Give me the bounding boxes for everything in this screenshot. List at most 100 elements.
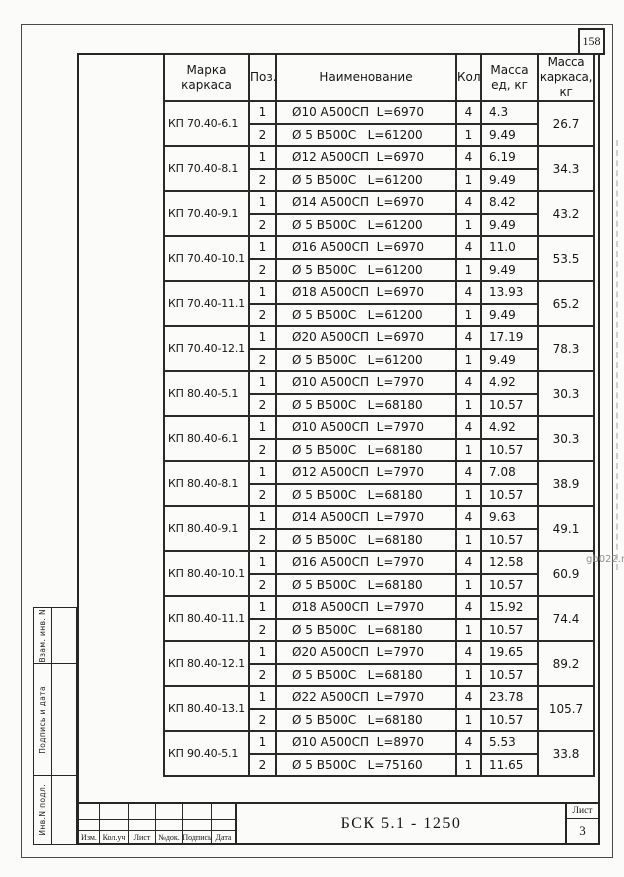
mark-cell: КП 70.40-8.1	[163, 145, 250, 192]
pos-cell: 2	[248, 707, 277, 732]
specification-table: Марка каркаса Поз. Наименование Кол. Мас…	[163, 53, 595, 777]
unit-mass-cell: 10.57	[480, 527, 539, 552]
unit-mass-cell: 10.57	[480, 617, 539, 642]
name-cell: Ø16 А500СП L=7970	[275, 550, 457, 575]
name-cell: Ø20 А500СП L=7970	[275, 640, 457, 665]
mark-cell: КП 80.40-5.1	[163, 370, 250, 417]
name-cell: Ø 5 В500С L=68180	[275, 437, 457, 462]
pos-cell: 2	[248, 662, 277, 687]
unit-mass-cell: 11.65	[480, 752, 539, 777]
name-cell: Ø14 А500СП L=7970	[275, 505, 457, 530]
rev-col-koluch: Кол.уч	[99, 830, 128, 843]
name-cell: Ø 5 В500С L=68180	[275, 662, 457, 687]
pos-cell: 1	[248, 235, 277, 260]
pos-cell: 1	[248, 550, 277, 575]
qty-cell: 4	[455, 460, 482, 485]
mark-cell: КП 80.40-10.1	[163, 550, 250, 597]
header-pos: Поз.	[248, 53, 277, 102]
title-block: Изм. Кол.уч Лист №док. Подпись Дата БСК …	[77, 802, 600, 845]
qty-cell: 4	[455, 730, 482, 755]
spec-row: КП 80.40-11.1 1 Ø18 А500СП L=7970 4 15.92 74.…	[163, 595, 595, 642]
qty-cell: 1	[455, 617, 482, 642]
unit-mass-cell: 10.57	[480, 437, 539, 462]
qty-cell: 4	[455, 685, 482, 710]
header-qty: Кол.	[455, 53, 482, 102]
scan-artifact	[616, 140, 618, 570]
frame-mass-cell: 26.7	[537, 100, 595, 147]
rev-col-podpis: Подпись	[182, 830, 211, 843]
unit-mass-cell: 9.49	[480, 122, 539, 147]
unit-mass-cell: 4.92	[480, 415, 539, 440]
qty-cell: 4	[455, 640, 482, 665]
frame-mass-cell: 89.2	[537, 640, 595, 687]
sheet-box: Лист 3	[565, 804, 598, 843]
mark-cell: КП 80.40-6.1	[163, 415, 250, 462]
pos-cell: 1	[248, 685, 277, 710]
qty-cell: 1	[455, 257, 482, 282]
name-cell: Ø18 А500СП L=7970	[275, 595, 457, 620]
qty-cell: 1	[455, 347, 482, 372]
name-cell: Ø 5 В500С L=61200	[275, 257, 457, 282]
spec-row: КП 80.40-5.1 1 Ø10 А500СП L=7970 4 4.92 30.3	[163, 370, 595, 417]
qty-cell: 4	[455, 190, 482, 215]
qty-cell: 1	[455, 752, 482, 777]
frame-mass-cell: 30.3	[537, 370, 595, 417]
spec-table-body: КП 70.40-6.1 1 Ø10 А500СП L=6970 4 4.3 26.7 2 Ø…	[163, 100, 595, 777]
frame-mass-cell: 105.7	[537, 685, 595, 732]
pos-cell: 1	[248, 415, 277, 440]
qty-cell: 4	[455, 100, 482, 125]
page-outer-border	[21, 24, 613, 858]
rev-col-ndok: №док.	[155, 830, 182, 843]
name-cell: Ø 5 В500С L=61200	[275, 347, 457, 372]
qty-cell: 1	[455, 707, 482, 732]
qty-cell: 1	[455, 437, 482, 462]
spec-table-header: Марка каркаса Поз. Наименование Кол. Мас…	[163, 53, 595, 102]
mark-cell: КП 70.40-6.1	[163, 100, 250, 147]
pos-cell: 1	[248, 145, 277, 170]
unit-mass-cell: 5.53	[480, 730, 539, 755]
qty-cell: 4	[455, 280, 482, 305]
strip-inv-podl: Инв.N подл.	[34, 775, 76, 844]
qty-cell: 1	[455, 572, 482, 597]
pos-cell: 2	[248, 212, 277, 237]
qty-cell: 4	[455, 235, 482, 260]
name-cell: Ø 5 В500С L=61200	[275, 167, 457, 192]
unit-mass-cell: 10.57	[480, 662, 539, 687]
pos-cell: 1	[248, 730, 277, 755]
unit-mass-cell: 4.3	[480, 100, 539, 125]
frame-mass-cell: 78.3	[537, 325, 595, 372]
frame-mass-cell: 43.2	[537, 190, 595, 237]
unit-mass-cell: 10.57	[480, 482, 539, 507]
spec-row: КП 70.40-9.1 1 Ø14 А500СП L=6970 4 8.42 43.2	[163, 190, 595, 237]
watermark: gb022.ru	[586, 554, 624, 565]
unit-mass-cell: 9.49	[480, 257, 539, 282]
pos-cell: 1	[248, 595, 277, 620]
mark-cell: КП 70.40-9.1	[163, 190, 250, 237]
pos-cell: 2	[248, 302, 277, 327]
name-cell: Ø 5 В500С L=75160	[275, 752, 457, 777]
name-cell: Ø22 А500СП L=7970	[275, 685, 457, 710]
pos-cell: 2	[248, 752, 277, 777]
spec-row: КП 80.40-13.1 1 Ø22 А500СП L=7970 4 23.78 105…	[163, 685, 595, 732]
qty-cell: 4	[455, 550, 482, 575]
frame-mass-cell: 49.1	[537, 505, 595, 552]
frame-mass-cell: 34.3	[537, 145, 595, 192]
frame-mass-cell: 38.9	[537, 460, 595, 507]
sheet-number: 3	[579, 823, 586, 838]
unit-mass-cell: 15.92	[480, 595, 539, 620]
name-cell: Ø12 А500СП L=7970	[275, 460, 457, 485]
name-cell: Ø12 А500СП L=6970	[275, 145, 457, 170]
qty-cell: 1	[455, 167, 482, 192]
name-cell: Ø10 А500СП L=8970	[275, 730, 457, 755]
unit-mass-cell: 13.93	[480, 280, 539, 305]
left-margin-strip: Взам. инв. N Подпись и дата Инв.N подл.	[33, 607, 77, 845]
spec-row: КП 80.40-12.1 1 Ø20 А500СП L=7970 4 19.65 89.…	[163, 640, 595, 687]
rev-col-izm: Изм.	[79, 830, 99, 843]
